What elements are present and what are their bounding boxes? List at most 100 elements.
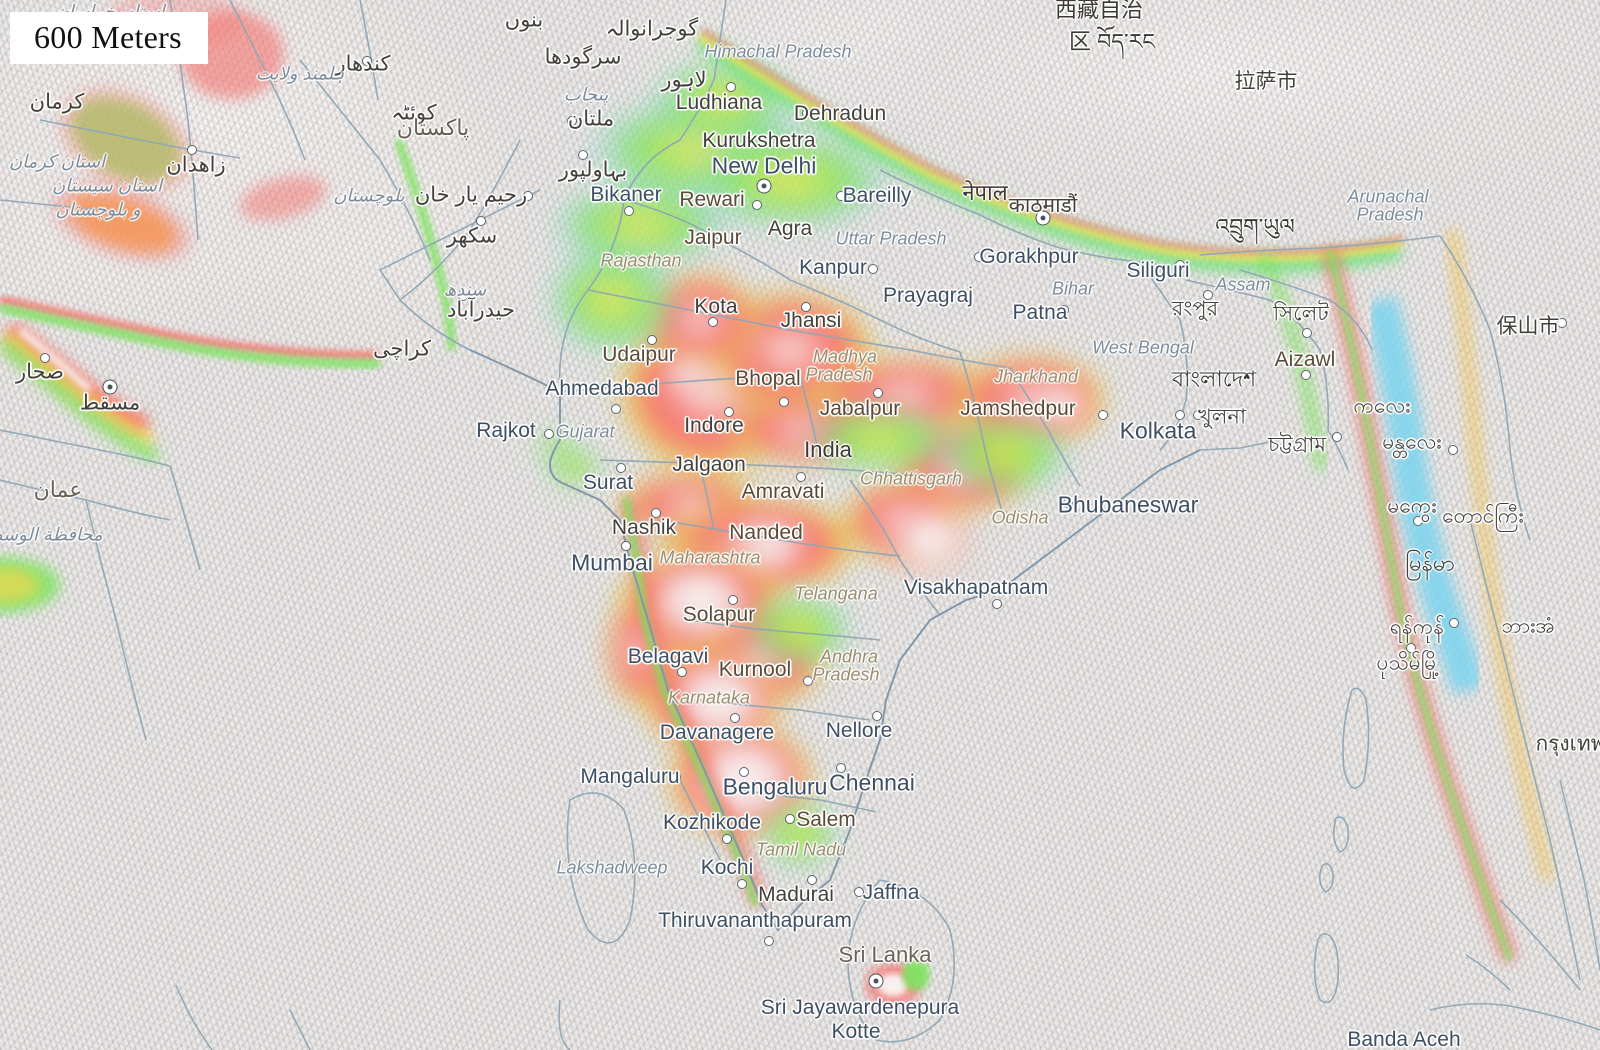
capital-marker-label[interactable] [1035, 210, 1051, 226]
city-marker-kota[interactable] [708, 317, 718, 327]
country-label-label: عمان [33, 477, 83, 502]
elevation-threshold-badge[interactable]: 600 Meters [10, 12, 208, 64]
city-marker-jabalpur[interactable] [873, 388, 883, 398]
city-marker-label[interactable] [476, 216, 486, 226]
city-label-bareilly: Bareilly [842, 184, 912, 207]
city-marker-label[interactable] [1413, 516, 1423, 526]
city-marker-solapur[interactable] [728, 595, 738, 605]
city-marker-gorakhpur[interactable] [974, 252, 984, 262]
city-marker-label[interactable] [40, 353, 50, 363]
city-marker-kanpur[interactable] [868, 264, 878, 274]
city-label-kanpur: Kanpur [799, 256, 867, 279]
city-marker-ahmedabad[interactable] [611, 404, 621, 414]
city-label-thiruvananthapuram: Thiruvananthapuram [658, 909, 852, 932]
city-label-salem: Salem [796, 808, 856, 831]
city-label-label: سکھر [446, 224, 498, 248]
city-marker-kolkata[interactable] [1175, 410, 1185, 420]
city-marker-jamshedpur[interactable] [1098, 410, 1108, 420]
city-label-label: မန္တလေး [1382, 430, 1442, 454]
city-marker-mangaluru[interactable] [671, 772, 681, 782]
city-marker-thiruvananthapuram[interactable] [764, 936, 774, 946]
city-marker-label[interactable] [1203, 290, 1213, 300]
city-label-bhopal: Bhopal [735, 367, 801, 390]
city-marker-rajkot[interactable] [544, 429, 554, 439]
city-marker-surat[interactable] [616, 463, 626, 473]
city-marker-udaipur[interactable] [647, 335, 657, 345]
city-marker-chennai[interactable] [836, 763, 846, 773]
city-label-udaipur: Udaipur [602, 343, 676, 366]
city-marker-bareilly[interactable] [836, 191, 846, 201]
city-marker-siliguri[interactable] [1175, 260, 1185, 270]
city-marker-indore[interactable] [724, 407, 734, 417]
city-marker-ludhiana[interactable] [726, 82, 736, 92]
city-marker-rewari[interactable] [752, 200, 762, 210]
city-label-kota: Kota [694, 295, 738, 318]
city-label-ludhiana: Ludhiana [675, 91, 763, 114]
city-marker-kurnool[interactable] [803, 676, 813, 686]
city-label-label: မကွေး [1387, 494, 1437, 518]
iran-highland-patches [52, 0, 326, 263]
city-marker-label[interactable] [1448, 445, 1458, 455]
city-label-label: کرمان [29, 90, 85, 114]
city-label-gorakhpur: Gorakhpur [979, 245, 1079, 268]
city-marker-madurai[interactable] [807, 875, 817, 885]
city-marker-kochi[interactable] [737, 879, 747, 889]
city-marker-label[interactable] [523, 191, 533, 201]
city-marker-nashik[interactable] [651, 508, 661, 518]
city-label-surat: Surat [582, 471, 634, 494]
city-marker-jhansi[interactable] [801, 302, 811, 312]
city-marker-label[interactable] [1332, 432, 1342, 442]
capital-marker-new-delhi[interactable] [756, 178, 772, 194]
city-marker-bengaluru[interactable] [739, 767, 749, 777]
city-marker-bhubaneswar[interactable] [1063, 498, 1073, 508]
city-marker-bikaner[interactable] [624, 206, 634, 216]
city-marker-label[interactable] [567, 116, 577, 126]
region-label-label: محافظة الوسطى [0, 524, 103, 545]
city-marker-kozhikode[interactable] [722, 834, 732, 844]
city-label-label: کراچی [373, 337, 431, 361]
city-label-chennai: Chennai [829, 769, 915, 796]
city-label-kolkata: Kolkata [1119, 417, 1197, 444]
city-marker-label[interactable] [1449, 618, 1459, 628]
city-marker-salem[interactable] [785, 814, 795, 824]
capital-marker-sri-jayawardenepura[interactable] [868, 973, 884, 989]
city-label-jhansi: Jhansi [780, 309, 842, 332]
city-marker-label[interactable] [1557, 318, 1567, 328]
region-label-himachal-pradesh: Himachal Pradesh [704, 41, 852, 62]
city-marker-nellore[interactable] [872, 711, 882, 721]
city-marker-label[interactable] [362, 56, 372, 66]
country-label-label: বাংলাদেশ [1171, 366, 1257, 392]
city-marker-aizawl[interactable] [1301, 370, 1311, 380]
city-label-bengaluru: Bengaluru [722, 773, 828, 800]
city-marker-mumbai[interactable] [621, 541, 631, 551]
country-label-label: 西藏自治 [1054, 0, 1144, 22]
city-label-mangaluru: Mangaluru [580, 765, 680, 788]
city-marker-amravati[interactable] [796, 472, 806, 482]
region-label-label: استان سیستان [52, 175, 162, 196]
city-marker-label[interactable] [1508, 623, 1518, 633]
city-label-aizawl: Aizawl [1274, 348, 1336, 371]
city-marker-label[interactable] [1406, 643, 1416, 653]
city-marker-label[interactable] [1302, 328, 1312, 338]
city-marker-label[interactable] [187, 145, 197, 155]
city-marker-patna[interactable] [1059, 305, 1069, 315]
city-marker-label[interactable] [458, 291, 468, 301]
city-label-label: চট্টগ্রাম [1267, 433, 1327, 457]
city-marker-dehradun[interactable] [802, 108, 812, 118]
country-label-label: नेपाल [962, 180, 1008, 205]
city-marker-visakhapatnam[interactable] [992, 599, 1002, 609]
capital-marker-label[interactable] [102, 379, 118, 395]
region-label-lakshadweep: Lakshadweep [556, 857, 668, 878]
city-label-label: တောင်ကြီး [1442, 504, 1524, 528]
city-label-visakhapatnam: Visakhapatnam [903, 576, 1049, 599]
region-label-pradesh: Pradesh [805, 364, 873, 385]
city-marker-belagavi[interactable] [677, 667, 687, 677]
city-marker-jaffna[interactable] [854, 887, 864, 897]
city-marker-bhopal[interactable] [779, 397, 789, 407]
city-marker-davanagere[interactable] [730, 713, 740, 723]
city-marker-label[interactable] [1193, 410, 1203, 420]
region-label-chhattisgarh: Chhattisgarh [859, 468, 963, 489]
city-marker-label[interactable] [578, 150, 588, 160]
